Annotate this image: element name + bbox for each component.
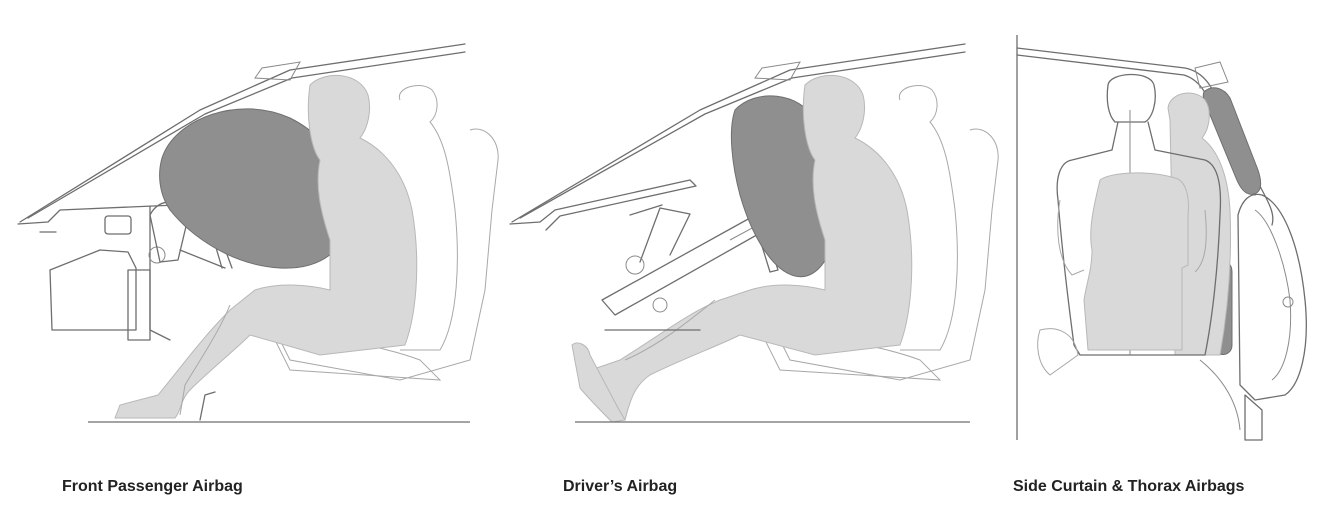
seat-back-outline <box>279 128 499 381</box>
door-panel-inner <box>1254 209 1292 381</box>
seat-arm-left <box>1057 199 1085 276</box>
steering-column-detail <box>629 204 691 263</box>
door-panel <box>1237 193 1307 401</box>
roof-line-inner <box>519 51 966 219</box>
door-handle <box>1282 296 1294 308</box>
floor-curve <box>1199 359 1241 431</box>
windshield-line <box>19 43 466 223</box>
footwell-panel <box>49 249 137 331</box>
roof-trim <box>254 61 301 81</box>
roof-trim <box>754 61 801 81</box>
seat-cushion <box>1037 328 1079 376</box>
passenger-leg-outline <box>179 304 231 416</box>
driver-foot <box>571 342 626 423</box>
seat-torso <box>1083 172 1189 351</box>
dashboard <box>509 179 697 231</box>
driver-airbag-diagram <box>509 43 999 423</box>
seat-arm-right <box>1194 209 1207 273</box>
roof-line-inner <box>27 51 466 219</box>
seat-back <box>1056 121 1222 356</box>
side-curtain-airbag-diagram <box>1016 35 1307 441</box>
caption-side-curtain: Side Curtain & Thorax Airbags <box>1013 478 1245 495</box>
caption-front-passenger: Front Passenger Airbag <box>62 478 243 495</box>
windshield-line <box>511 43 966 223</box>
passenger-occupant <box>114 74 418 419</box>
glovebox <box>104 215 132 235</box>
front-passenger-airbag-diagram <box>17 43 499 423</box>
rear-seat-outline <box>898 85 958 351</box>
door-sill <box>1244 394 1263 441</box>
caption-driver: Driver’s Airbag <box>563 478 678 495</box>
console-lower <box>127 269 151 341</box>
column-joint <box>652 297 668 313</box>
seat-headrest <box>1106 73 1156 123</box>
rear-seat-outline <box>398 85 458 351</box>
panel-driver: Driver’s Airbag <box>500 0 1000 508</box>
column-knob <box>625 255 645 275</box>
driver-occupant <box>581 74 913 421</box>
seat-back-outline <box>779 128 999 381</box>
roof-rail-bracket <box>1194 61 1229 89</box>
panel-front-passenger: Front Passenger Airbag <box>0 0 510 508</box>
driver-leg-outline <box>624 299 716 361</box>
seat-rail <box>199 391 216 421</box>
panel-side-curtain: Side Curtain & Thorax Airbags <box>1000 0 1331 508</box>
